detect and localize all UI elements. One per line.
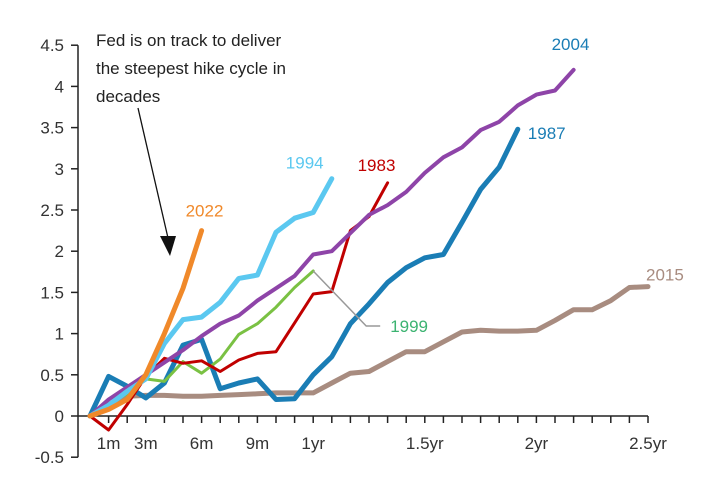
y-tick-label: 2 [55,242,64,261]
axes: 4.5 4 3.5 3 2.5 2 1.5 1 0.5 0 -0.5 1m 3m 6m 9m 1yr 1.5yr… [35,36,668,467]
y-tick-label: -0.5 [35,448,64,467]
series-label-2015: 2015 [646,266,684,285]
series-line-2022 [87,228,205,419]
callout-leader-1999 [312,270,381,327]
series-labels: 2015 1987 1983 2004 1994 2022 1999 [186,35,684,336]
annotation-arrow-line [137,107,169,239]
y-tick-label: 0.5 [40,366,64,385]
y-tick-label: 0 [55,407,64,426]
x-tick-label: 3m [134,434,158,453]
series-label-2022: 2022 [186,202,224,221]
series-line-2015 [87,284,651,419]
y-tick-label: 1 [55,325,64,344]
annotation-arrow-head [160,236,176,256]
series-line-1987 [87,126,521,419]
y-tick-label: 4.5 [40,36,64,55]
series-line-2004 [88,67,576,418]
x-tick-label: 1yr [301,434,325,453]
series-label-1987: 1987 [528,124,566,143]
x-tick-label: 6m [190,434,214,453]
series-label-2004: 2004 [552,35,590,54]
annotation-line-3: decades [96,87,160,106]
x-tick-label: 2.5yr [629,434,667,453]
x-tick-label: 1m [97,434,121,453]
y-tick-label: 2.5 [40,201,64,220]
x-tick-label: 1.5yr [406,434,444,453]
y-tick-label: 1.5 [40,283,64,302]
annotation: Fed is on track to deliver the steepest … [96,31,286,256]
y-tick-label: 3 [55,160,64,179]
y-tick-label: 3.5 [40,119,64,138]
series-label-1994: 1994 [286,154,324,173]
series-lines [87,67,651,432]
x-tick-label: 9m [246,434,270,453]
series-line-1994 [87,176,335,419]
x-tick-label: 2yr [525,434,549,453]
y-tick-label: 4 [55,77,64,96]
annotation-line-2: the steepest hike cycle in [96,59,286,78]
series-label-1999: 1999 [390,317,428,336]
annotation-line-1: Fed is on track to deliver [96,31,282,50]
series-label-1983: 1983 [358,156,396,175]
